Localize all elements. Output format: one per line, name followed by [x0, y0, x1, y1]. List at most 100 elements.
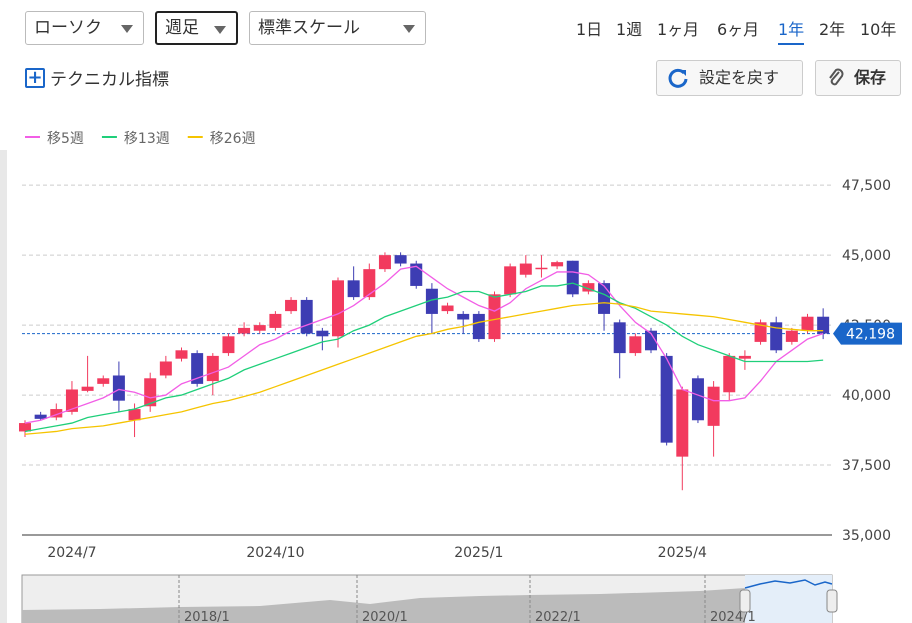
candle-body: [81, 386, 94, 391]
candle-body: [535, 267, 548, 270]
navigator-handle[interactable]: [826, 589, 838, 613]
candle-body: [363, 269, 376, 298]
candle-body: [519, 263, 532, 275]
period-tab[interactable]: 1日: [576, 20, 603, 39]
candle-body: [801, 316, 814, 331]
navigator-label: 2018/1: [184, 610, 230, 623]
y-tick-label: 35,000: [842, 528, 891, 544]
candle-body: [253, 325, 266, 331]
interval-select[interactable]: 週足: [155, 11, 238, 45]
legend-label: 移5週: [47, 131, 84, 147]
scale-select[interactable]: 標準スケール: [249, 11, 426, 45]
price-tag-label: 42,198: [846, 327, 895, 343]
candle-body: [347, 280, 360, 298]
candle-body: [707, 386, 720, 426]
candle-body: [128, 409, 141, 421]
candle-body: [629, 336, 642, 354]
candle-body: [441, 305, 454, 312]
candle-body: [222, 336, 235, 354]
navigator-area: [22, 588, 745, 623]
candle-body: [504, 266, 517, 295]
candle-body: [50, 409, 63, 418]
label: 週足: [165, 18, 199, 38]
candle-body: [566, 260, 579, 295]
candle-body: [394, 255, 407, 264]
candle-body: [598, 283, 611, 314]
legend-label: 移26週: [210, 131, 256, 147]
candle-body: [488, 294, 501, 340]
navigator-label: 2024/1: [710, 610, 756, 623]
period-tab[interactable]: 1年: [778, 16, 805, 45]
navigator-label: 2020/1: [362, 610, 408, 623]
x-tick-label: 2024/10: [246, 545, 304, 561]
candle-body: [112, 375, 125, 401]
navigator-line: [744, 579, 833, 589]
y-tick-label: 37,500: [842, 458, 891, 474]
ma-line: [24, 302, 824, 435]
clip-icon: [829, 68, 844, 86]
candle-body: [691, 378, 704, 421]
chart-style-select[interactable]: ローソク: [25, 11, 144, 45]
period-tab[interactable]: 1週: [616, 20, 643, 39]
reset-icon: [668, 68, 688, 88]
candle-body: [754, 322, 767, 342]
label: 設定を戻す: [699, 68, 780, 87]
candle-body: [65, 389, 78, 412]
candle-body: [723, 355, 736, 393]
candle-body: [19, 423, 31, 432]
candle-body: [785, 330, 798, 342]
candle-body: [34, 414, 47, 419]
navigator-handle[interactable]: [739, 589, 751, 613]
period-tab[interactable]: 6ヶ月: [717, 20, 760, 39]
label: 標準スケール: [258, 18, 360, 38]
candle-body: [300, 299, 313, 334]
price-tag: [833, 322, 902, 345]
save-button[interactable]: 保存: [815, 60, 901, 96]
candle-body: [285, 299, 298, 312]
candle-body: [457, 313, 470, 320]
candle-body: [144, 378, 157, 407]
y-tick-label: 40,000: [842, 388, 891, 404]
candle-body: [660, 355, 673, 443]
candle-body: [676, 389, 689, 457]
period-tab[interactable]: 10年: [860, 20, 897, 39]
ma-line: [24, 265, 824, 424]
plus-icon[interactable]: +: [25, 68, 45, 88]
label: 保存: [854, 68, 887, 87]
candle-body: [269, 313, 282, 328]
candle-body: [645, 330, 657, 351]
period-tab[interactable]: 1ヶ月: [657, 20, 700, 39]
y-tick-label: 45,000: [842, 248, 891, 264]
candle-body: [613, 322, 626, 354]
x-tick-label: 2025/1: [454, 545, 503, 561]
candle-body: [738, 355, 751, 359]
candle-body: [238, 327, 251, 334]
candle-body: [332, 280, 344, 337]
label: ローソク: [34, 18, 102, 38]
candle-body: [551, 262, 564, 267]
candle-body: [378, 255, 391, 270]
left-edge: [0, 150, 7, 623]
candle-body: [159, 361, 172, 376]
navigator-label: 2022/1: [535, 610, 581, 623]
candle-body: [206, 355, 219, 382]
candle-body: [97, 378, 110, 384]
candle-body: [425, 288, 438, 314]
legend-label: 移13週: [124, 131, 170, 147]
y-tick-label: 47,500: [842, 178, 891, 194]
x-tick-label: 2025/4: [658, 545, 707, 561]
candle-body: [175, 350, 188, 359]
period-tab[interactable]: 2年: [819, 20, 846, 39]
reset-button[interactable]: 設定を戻す: [656, 60, 803, 96]
candle-body: [817, 316, 830, 334]
candle-body: [582, 283, 595, 292]
candle-body: [191, 353, 204, 384]
candle-body: [472, 313, 485, 340]
ma-line: [24, 282, 824, 433]
technical-button[interactable]: テクニカル指標: [50, 70, 169, 90]
x-tick-label: 2024/7: [47, 545, 96, 561]
candle-body: [316, 330, 329, 337]
candle-body: [770, 322, 783, 351]
